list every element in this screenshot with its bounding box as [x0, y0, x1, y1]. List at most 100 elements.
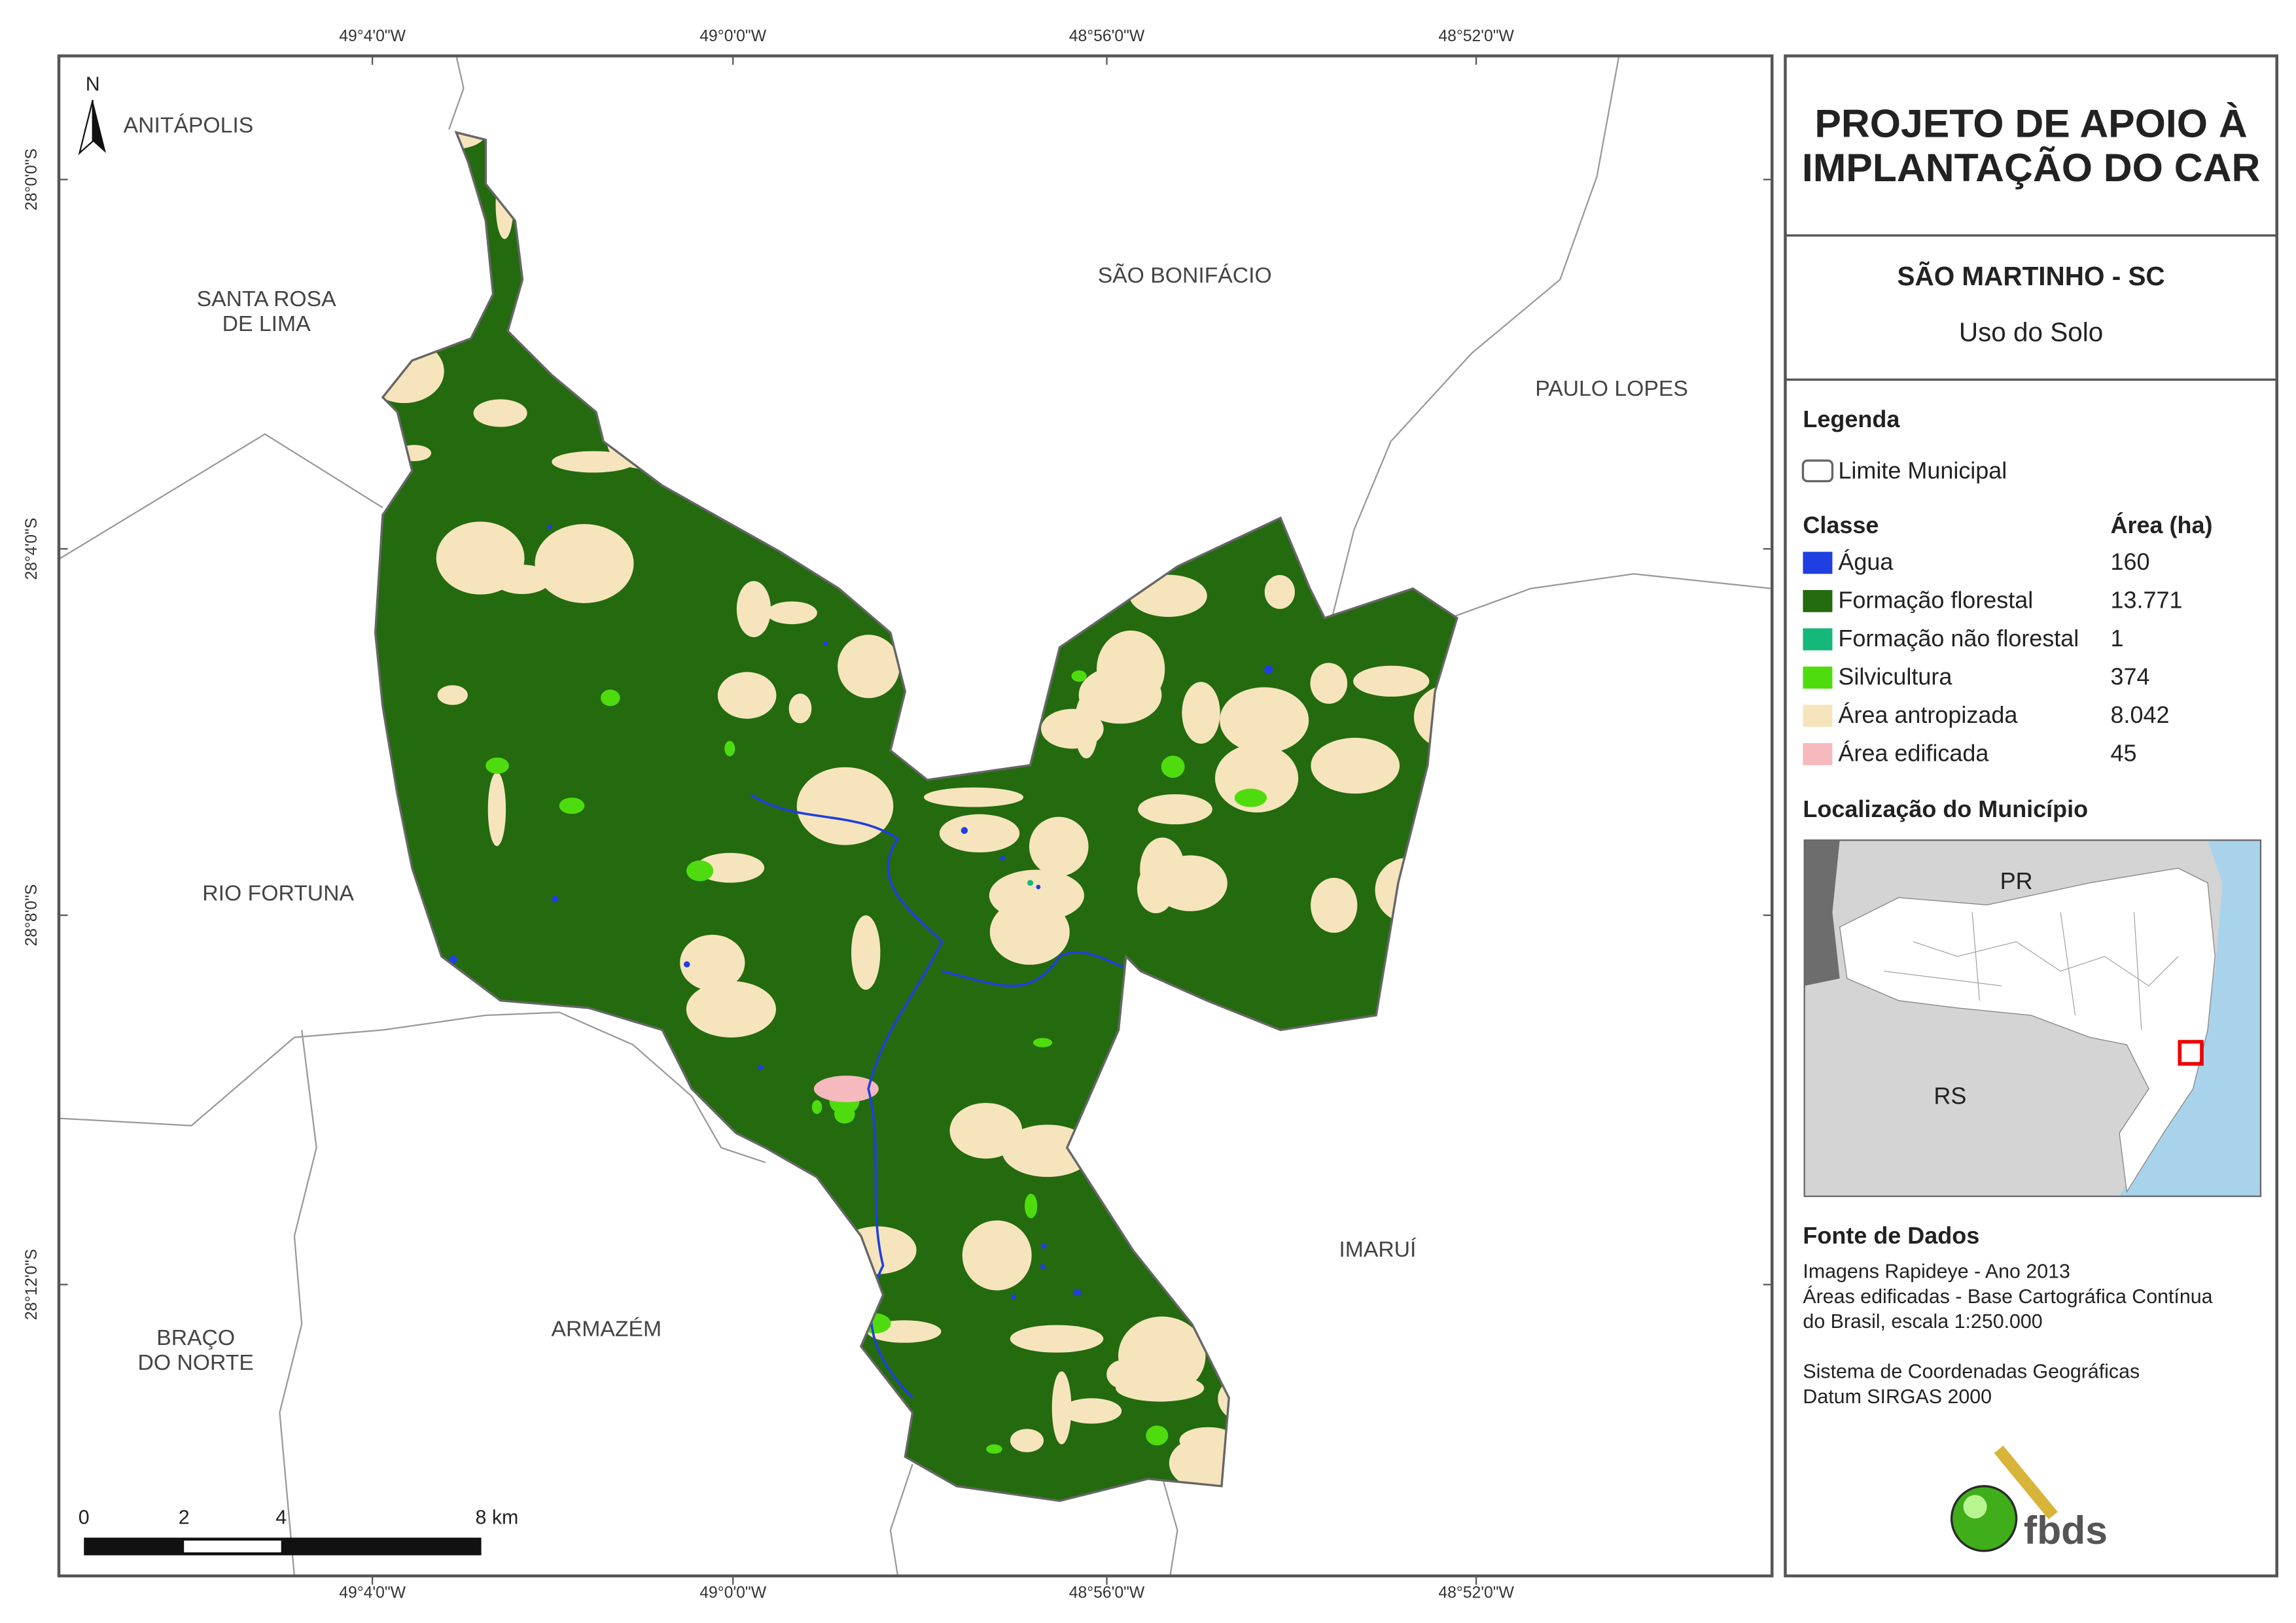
latitude-label: 28°8'0"S — [23, 884, 41, 947]
place-name: DE LIMA — [222, 311, 311, 336]
water-body — [547, 524, 552, 529]
anthropized-patch — [1097, 630, 1165, 708]
logo-circle — [1950, 1485, 2018, 1552]
longitude-label: 48°52'0"W — [1438, 27, 1514, 45]
legend-label: Limite Municipal — [1838, 457, 2007, 484]
water-body — [449, 955, 457, 964]
silviculture-patch — [1033, 1038, 1053, 1047]
water-body — [822, 641, 828, 646]
area-header: Área (ha) — [2111, 512, 2213, 538]
inset-label: RS — [1934, 1082, 1966, 1109]
place-name: IMARUÍ — [1339, 1237, 1417, 1262]
water-body — [683, 961, 690, 968]
source-line: do Brasil, escala 1:250.000 — [1803, 1311, 2042, 1333]
longitude-label: 48°52'0"W — [1438, 1584, 1514, 1602]
source-line: Sistema de Coordenadas Geográficas — [1803, 1361, 2140, 1383]
class-area: 8.042 — [2111, 701, 2170, 728]
sources-title: Fonte de Dados — [1803, 1222, 1979, 1249]
municipality: SÃO MARTINHO - SC — [1897, 261, 2164, 291]
class-swatch — [1803, 742, 1833, 765]
anthropized-patch — [788, 693, 812, 724]
anthropized-patch — [1182, 682, 1220, 744]
class-header: Classe — [1803, 512, 1879, 538]
longitude-label: 49°4'0"W — [339, 27, 406, 45]
anthropized-patch — [686, 981, 777, 1038]
class-area: 160 — [2111, 548, 2150, 575]
anthropized-patch — [923, 787, 1024, 807]
anthropized-patch — [437, 685, 468, 705]
anthropized-patch — [1311, 877, 1358, 933]
place-name: SÃO BONIFÁCIO — [1098, 263, 1272, 288]
water-body — [1036, 884, 1041, 890]
boundary-swatch — [1801, 459, 1834, 483]
anthropized-patch — [1051, 1371, 1072, 1444]
title: PROJETO DE APOIO À — [1814, 101, 2247, 145]
scale-label: 0 — [79, 1507, 90, 1528]
subtitle: Uso do Solo — [1959, 317, 2103, 347]
anthropized-patch — [1010, 1325, 1104, 1353]
place-name: ANITÁPOLIS — [124, 113, 254, 137]
water-body — [758, 1064, 764, 1070]
inset-frame — [1803, 839, 2262, 1197]
anthropized-patch — [436, 521, 525, 595]
water-body — [1040, 1243, 1047, 1249]
water-body — [961, 827, 968, 834]
anthropized-patch — [680, 934, 745, 991]
longitude-label: 49°4'0"W — [339, 1584, 406, 1602]
class-area: 374 — [2111, 663, 2150, 689]
place-name: PAULO LOPES — [1535, 376, 1688, 401]
logo-text: fbds — [2024, 1508, 2108, 1552]
longitude-label: 49°0'0"W — [699, 27, 766, 45]
latitude-label: 28°12'0"S — [23, 1249, 41, 1320]
built-area — [813, 1075, 879, 1102]
anthropized-patch — [473, 399, 527, 427]
water-body — [1011, 1294, 1017, 1300]
anthropized-patch — [736, 581, 771, 638]
north-label: N — [86, 73, 100, 95]
anthropized-patch — [1264, 574, 1295, 609]
anthropized-patch — [1116, 1374, 1205, 1402]
panel-frame — [1784, 54, 2278, 1578]
nonforest-patch — [1027, 880, 1034, 886]
class-name: Silvicultura — [1838, 663, 1952, 689]
anthropized-patch — [851, 915, 881, 990]
anthropized-patch — [766, 601, 817, 625]
scale-label: 4 — [275, 1507, 287, 1528]
anthropized-patch — [1310, 663, 1348, 704]
source-line: Áreas edificadas - Base Cartográfica Con… — [1803, 1286, 2212, 1308]
silviculture-patch — [1234, 788, 1267, 807]
silviculture-patch — [1146, 1425, 1169, 1446]
silviculture-patch — [601, 689, 620, 707]
class-swatch — [1803, 589, 1833, 612]
latitude-label: 28°0'0"S — [23, 148, 41, 211]
north-arrow — [78, 99, 94, 156]
silviculture-patch — [724, 741, 735, 757]
anthropized-patch — [1138, 794, 1212, 825]
scale-bar — [84, 1537, 482, 1556]
sources: Imagens Rapideye - Ano 2013 Áreas edifica… — [1803, 1261, 2212, 1408]
class-name: Formação não florestal — [1838, 625, 2079, 652]
location-title: Localização do Município — [1803, 795, 2088, 822]
longitude-label: 48°56'0"W — [1069, 27, 1145, 45]
anthropized-patch — [939, 814, 1020, 853]
location-inset — [1804, 840, 2261, 1196]
silviculture-patch — [1161, 756, 1185, 778]
logo-bar — [1994, 1445, 2058, 1520]
anthropized-patch — [1137, 864, 1175, 914]
anthropized-patch — [1353, 665, 1430, 697]
water-body — [1000, 856, 1006, 861]
class-swatch — [1803, 666, 1833, 689]
water-body — [1040, 1264, 1046, 1270]
silviculture-patch — [686, 860, 714, 882]
class-swatch — [1803, 628, 1833, 651]
source-line: Datum SIRGAS 2000 — [1803, 1386, 1992, 1408]
anthropized-patch — [1311, 737, 1400, 794]
silviculture-patch — [1025, 1193, 1038, 1219]
logo-highlight — [1963, 1495, 1987, 1519]
scale-bar — [184, 1541, 281, 1553]
anthropized-patch — [1061, 1398, 1122, 1424]
anthropized-patch — [1010, 1429, 1044, 1452]
latitude-label: 28°4'0"S — [23, 518, 41, 580]
